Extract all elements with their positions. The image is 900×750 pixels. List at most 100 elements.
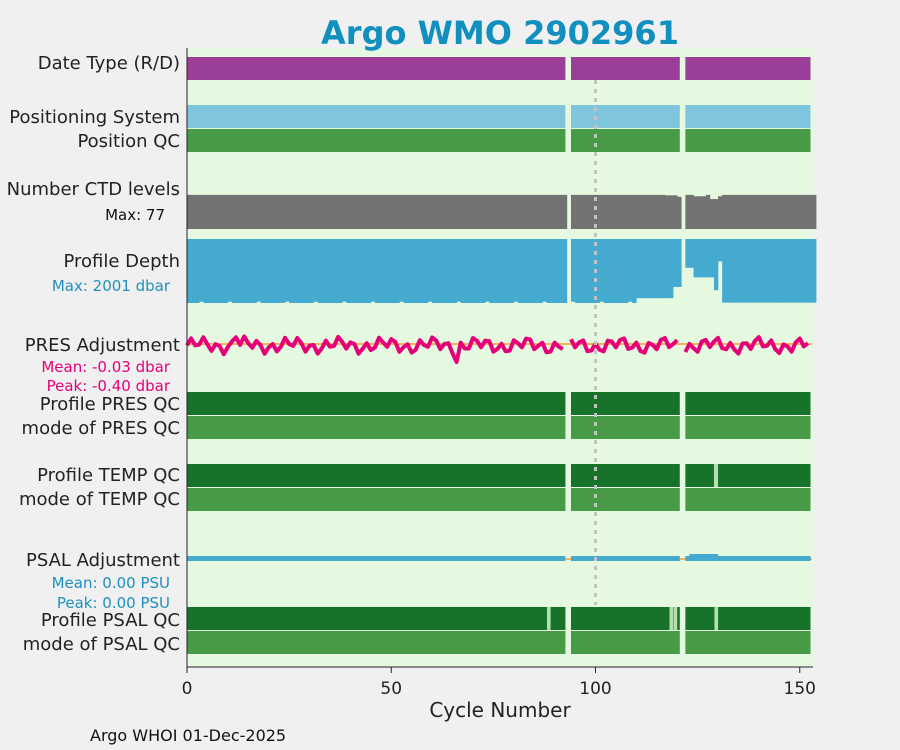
profile-depth-bar bbox=[795, 239, 801, 303]
profile-depth-bar bbox=[428, 239, 433, 302]
profile-depth-bar bbox=[391, 239, 396, 303]
positioning-bar-seg-1 bbox=[187, 105, 566, 128]
profile-depth-bar bbox=[325, 239, 331, 303]
ctd-levels-bar bbox=[240, 194, 245, 229]
ctd-levels-bar bbox=[812, 194, 817, 229]
ctd-levels-bar bbox=[611, 194, 617, 229]
profile-depth-bar bbox=[293, 239, 298, 303]
profile-depth-bar bbox=[534, 239, 539, 303]
x-tick-label: 100 bbox=[579, 679, 611, 699]
profile-depth-bar bbox=[599, 239, 604, 302]
ctd-levels-bar bbox=[419, 194, 425, 229]
ctd-levels-bar bbox=[236, 194, 241, 229]
profile-depth-bar bbox=[280, 239, 286, 303]
ctd-levels-bar bbox=[505, 194, 511, 229]
profile-depth-bar bbox=[440, 239, 445, 303]
ctd-levels-bar bbox=[705, 194, 711, 229]
ctd-levels-bar bbox=[227, 194, 233, 229]
ctd-levels-bar bbox=[252, 194, 257, 229]
ctd-levels-bar bbox=[264, 194, 269, 229]
profile-depth-bar bbox=[775, 239, 780, 303]
profile-depth-bar bbox=[309, 239, 314, 303]
ctd-levels-bar bbox=[423, 194, 429, 229]
label-profile-pres-qc: Profile PRES QC bbox=[40, 394, 180, 415]
ctd-levels-bar bbox=[285, 194, 290, 229]
x-ticks: 0 50 100 150 bbox=[182, 667, 816, 699]
profile-depth-bar bbox=[432, 239, 437, 303]
profile-depth-bar bbox=[812, 239, 817, 303]
psal-adjust-seg-3 bbox=[685, 556, 811, 561]
mode_psal_qc-bar-seg-2 bbox=[570, 631, 680, 654]
ctd-levels-bar bbox=[215, 194, 220, 229]
footer-credit: Argo WHOI 01-Dec-2025 bbox=[90, 726, 286, 745]
label-position-qc: Position QC bbox=[77, 131, 180, 152]
ctd-levels-bar bbox=[742, 194, 747, 229]
ctd-levels-bar bbox=[550, 194, 555, 229]
ctd-levels-bar bbox=[750, 194, 756, 229]
profile-depth-bar bbox=[693, 239, 698, 278]
profile-depth-bar bbox=[640, 239, 645, 299]
ctd-levels-bar bbox=[268, 194, 274, 229]
ctd-levels-bar bbox=[244, 194, 249, 229]
profile-depth-bar bbox=[689, 239, 694, 268]
profile-depth-bar bbox=[395, 239, 400, 303]
ctd-levels-bar bbox=[513, 194, 519, 229]
profile-depth-bar bbox=[436, 239, 441, 303]
profile-depth-bar bbox=[546, 239, 551, 303]
positioning-bar-seg-2 bbox=[570, 105, 680, 128]
ctd-levels-bar bbox=[374, 194, 380, 229]
ctd-levels-bar bbox=[436, 194, 441, 229]
profile-depth-bar bbox=[195, 239, 200, 303]
label-profile-temp-qc: Profile TEMP QC bbox=[37, 465, 180, 486]
profile-depth-bar bbox=[583, 239, 588, 303]
ctd-levels-bar bbox=[203, 194, 208, 229]
profile-depth-bar bbox=[718, 239, 723, 262]
profile-depth-bar bbox=[709, 239, 715, 278]
mode_temp_qc-bar-seg-3 bbox=[685, 488, 811, 511]
ctd-levels-bar bbox=[191, 194, 196, 229]
profile-depth-bar bbox=[231, 239, 237, 303]
psal-qc-flag-mark bbox=[673, 607, 678, 630]
label-positioning-system: Positioning System bbox=[9, 107, 180, 128]
ctd-levels-bar bbox=[428, 194, 433, 229]
bars-layer bbox=[185, 57, 817, 654]
ctd-levels-bar bbox=[472, 194, 478, 229]
x-tick-label: 50 bbox=[380, 679, 402, 699]
profile-depth-bar bbox=[579, 239, 584, 303]
profile-depth-bar bbox=[505, 239, 511, 303]
profile-depth-bar bbox=[187, 239, 192, 303]
ctd-levels-bar bbox=[383, 194, 388, 229]
x-axis-label: Cycle Number bbox=[429, 698, 571, 722]
ctd-levels-bar bbox=[399, 194, 404, 229]
ctd-levels-bar bbox=[485, 194, 490, 229]
profile_psal_qc-bar-seg-3 bbox=[685, 607, 811, 630]
profile-depth-bar bbox=[513, 239, 519, 302]
profile-depth-bar bbox=[191, 239, 196, 303]
ctd-levels-bar bbox=[620, 194, 625, 229]
profile-depth-bar bbox=[252, 239, 257, 303]
profile-depth-bar bbox=[656, 239, 662, 299]
ctd-levels-bar bbox=[444, 194, 449, 229]
profile-depth-bar bbox=[746, 239, 752, 303]
psal-adjust-seg-1 bbox=[187, 556, 566, 561]
ctd-levels-bar bbox=[325, 194, 331, 229]
ctd-levels-bar bbox=[219, 194, 225, 229]
psal-qc-flag-mark bbox=[669, 607, 674, 630]
profile-depth-bar bbox=[636, 239, 641, 299]
ctd-levels-bar bbox=[779, 194, 784, 229]
ctd-levels-bar bbox=[346, 194, 351, 229]
profile-depth-bar bbox=[207, 239, 212, 303]
profile-depth-bar bbox=[448, 239, 453, 303]
profile-depth-bar bbox=[472, 239, 478, 303]
profile-depth-bar bbox=[607, 239, 613, 303]
profile-depth-bar bbox=[722, 239, 727, 303]
profile-depth-bar bbox=[701, 239, 707, 278]
position_qc-bar-seg-2 bbox=[570, 129, 680, 152]
profile-depth-bar bbox=[575, 239, 580, 303]
profile-depth-bar bbox=[342, 239, 347, 302]
ctd-levels-bar bbox=[730, 194, 735, 229]
x-tick-label: 0 bbox=[182, 679, 193, 699]
ctd-levels-bar bbox=[762, 194, 768, 229]
profile-depth-bar bbox=[346, 239, 351, 303]
date_type-bar-seg-2 bbox=[570, 57, 680, 80]
